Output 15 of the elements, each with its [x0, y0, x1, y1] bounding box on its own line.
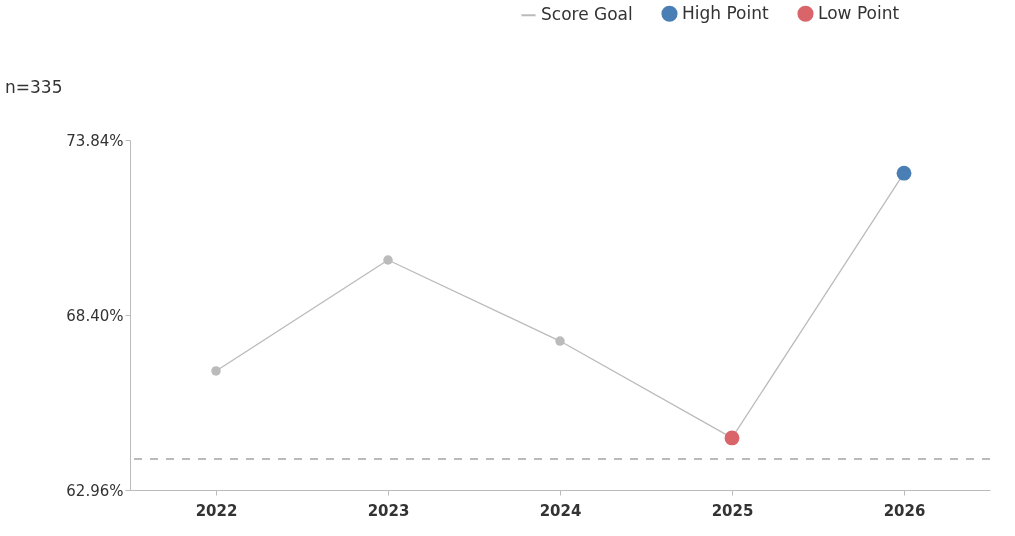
point	[383, 255, 393, 265]
x-tick-label: 2024	[539, 501, 582, 520]
x-tick-label: 2023	[367, 501, 410, 520]
y-tick-label: 73.84%	[66, 131, 124, 150]
legend-label: High Point	[682, 2, 770, 23]
legend-label: Score Goal	[541, 4, 633, 25]
x-tick-label: 2026	[883, 501, 926, 520]
legend-label: Low Point	[818, 2, 900, 23]
y-tick-label: 62.96%	[66, 481, 124, 500]
point	[211, 366, 221, 376]
y-tick-label: 68.40%	[66, 306, 124, 325]
x-tick-label: 2022	[195, 501, 238, 520]
point	[555, 336, 565, 346]
text: n=335	[5, 77, 63, 97]
x-tick-label: 2025	[711, 501, 754, 520]
